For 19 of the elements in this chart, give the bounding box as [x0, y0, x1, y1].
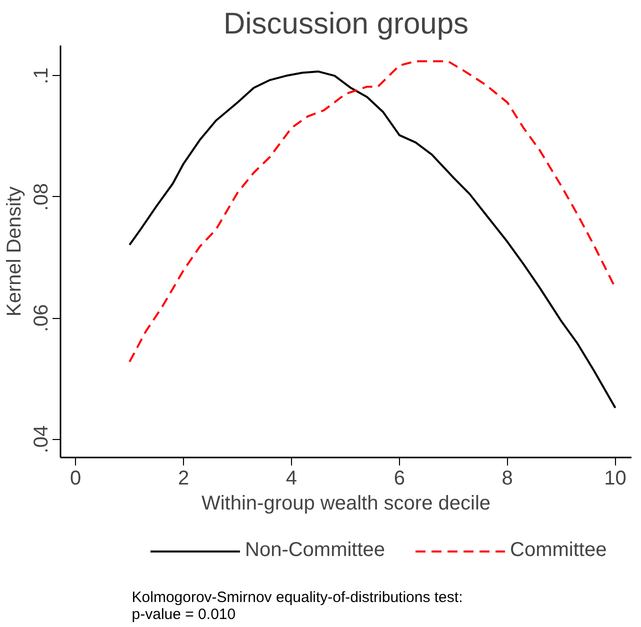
chart-title: Discussion groups [223, 8, 469, 40]
line-series [128, 60, 616, 363]
text: p-value = 0.010 [132, 606, 236, 623]
y-tick-label: .08 [30, 183, 52, 211]
legend-label: Non-Committee [245, 539, 386, 562]
x-tick-label: 0 [70, 468, 82, 490]
x-tick-label: 8 [502, 468, 513, 490]
x-tick-label: 6 [394, 468, 405, 490]
y-tick-label: .06 [30, 304, 52, 332]
y-tick-label: .04 [30, 425, 52, 454]
x-axis-title: Within-group wealth score decile [201, 492, 491, 514]
y-tick-label: .1 [30, 67, 52, 84]
y-axis-title: Kernel Density [4, 186, 26, 317]
x-tick-label: 10 [604, 468, 626, 490]
line-series [128, 70, 616, 409]
x-tick-label: 2 [178, 468, 190, 490]
text: Kolmogorov-Smirnov equality-of-distributions test: [132, 589, 463, 606]
legend-label: Committee [510, 539, 607, 562]
x-tick-label: 4 [286, 468, 298, 490]
